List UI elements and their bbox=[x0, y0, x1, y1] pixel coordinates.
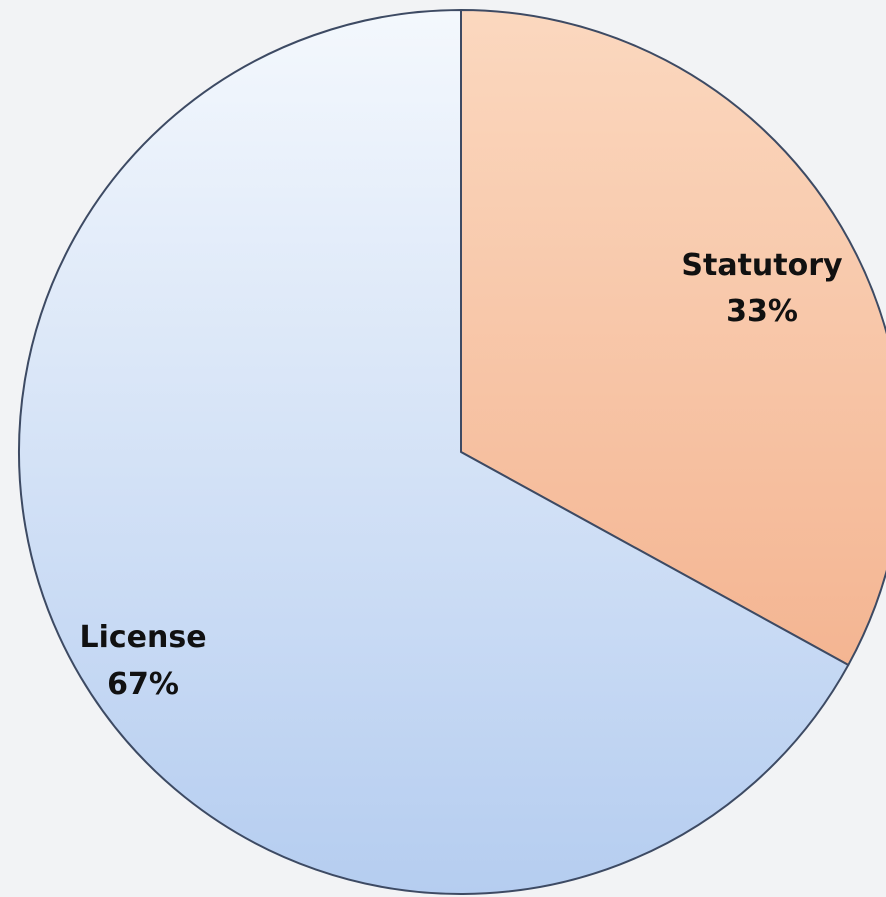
statutory-label: Statutory bbox=[681, 248, 843, 283]
pie-slice-statutory bbox=[460, 9, 886, 666]
statutory-percent: 33% bbox=[726, 294, 798, 329]
license-label: License bbox=[79, 620, 206, 655]
pie-slices bbox=[18, 9, 886, 895]
license-percent: 67% bbox=[107, 667, 179, 702]
pie-labels: Statutory 33% License 67% bbox=[79, 248, 843, 702]
pie-slice-license bbox=[18, 9, 850, 895]
